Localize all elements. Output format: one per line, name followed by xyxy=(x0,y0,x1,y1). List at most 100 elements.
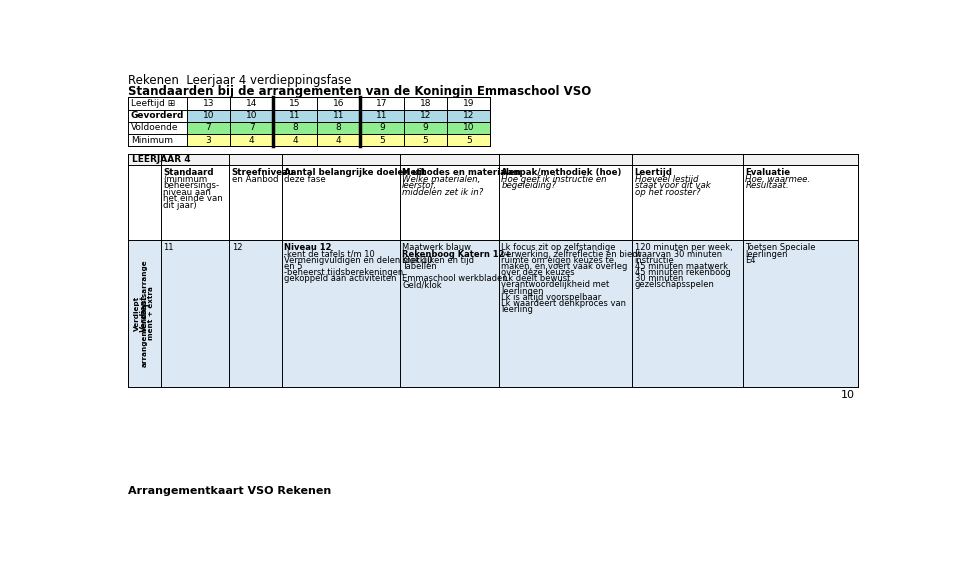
Text: -beheerst tijdsberekeningen: -beheerst tijdsberekeningen xyxy=(284,268,403,277)
Text: waarvan 30 minuten: waarvan 30 minuten xyxy=(635,250,722,259)
Text: Leeftijd ⊞: Leeftijd ⊞ xyxy=(131,99,175,108)
Text: Resultaat.: Resultaat. xyxy=(745,181,789,190)
Text: Lk waardeert denkproces van: Lk waardeert denkproces van xyxy=(501,299,626,308)
Bar xyxy=(230,134,274,147)
Bar xyxy=(360,109,403,122)
Text: leerling: leerling xyxy=(501,305,533,314)
Bar xyxy=(128,134,186,147)
Text: 7: 7 xyxy=(205,123,211,132)
Text: 13: 13 xyxy=(203,99,214,108)
Bar xyxy=(447,134,491,147)
Bar xyxy=(447,109,491,122)
Bar xyxy=(317,122,360,134)
Bar xyxy=(274,134,317,147)
Text: 9: 9 xyxy=(379,123,385,132)
Text: middelen zet ik in?: middelen zet ik in? xyxy=(402,188,484,196)
Bar xyxy=(230,122,274,134)
Bar xyxy=(186,122,230,134)
Text: 17: 17 xyxy=(376,99,388,108)
Text: Niveau 12: Niveau 12 xyxy=(284,243,332,252)
Text: 30 minuten: 30 minuten xyxy=(635,275,683,283)
Text: Rekenen  Leerjaar 4 verdieppingsfase: Rekenen Leerjaar 4 verdieppingsfase xyxy=(128,74,351,87)
Text: 3: 3 xyxy=(205,136,211,145)
Text: maken, en voert vaak overleg: maken, en voert vaak overleg xyxy=(501,262,628,271)
Bar xyxy=(317,134,360,147)
Text: Geld/klok: Geld/klok xyxy=(402,280,442,289)
Text: gekoppeld aan activiteiten: gekoppeld aan activiteiten xyxy=(284,275,396,283)
Text: leerlingen: leerlingen xyxy=(501,286,543,295)
Text: E4: E4 xyxy=(745,256,756,265)
Text: 12: 12 xyxy=(463,111,474,120)
Text: 45 minuten rekenboog: 45 minuten rekenboog xyxy=(635,268,731,277)
Bar xyxy=(230,109,274,122)
Text: Arrangementkaart VSO Rekenen: Arrangementkaart VSO Rekenen xyxy=(128,486,331,496)
Text: Evaluatie: Evaluatie xyxy=(745,168,790,177)
Text: Emmaschool werkbladen: Emmaschool werkbladen xyxy=(402,275,508,283)
Text: Tabellen: Tabellen xyxy=(402,262,437,271)
Text: 9: 9 xyxy=(422,123,428,132)
Bar xyxy=(317,109,360,122)
Text: Verdiept: Verdiept xyxy=(140,295,149,332)
Text: instructie: instructie xyxy=(635,256,674,265)
Text: Lk focus zit op zelfstandige: Lk focus zit op zelfstandige xyxy=(501,243,615,252)
Bar xyxy=(274,122,317,134)
Text: verantwoordelijkheid met: verantwoordelijkheid met xyxy=(501,280,610,289)
Text: 4: 4 xyxy=(249,136,254,145)
Text: deze fase: deze fase xyxy=(284,174,326,183)
Bar xyxy=(360,134,403,147)
Bar xyxy=(186,109,230,122)
Text: 4: 4 xyxy=(293,136,298,145)
Text: verwerking, zelfreflectie en biedt: verwerking, zelfreflectie en biedt xyxy=(501,250,641,259)
Bar xyxy=(128,165,858,241)
Text: (minimum: (minimum xyxy=(163,174,207,183)
Text: 7: 7 xyxy=(249,123,254,132)
Bar xyxy=(360,122,403,134)
Text: Methodes en materialen: Methodes en materialen xyxy=(402,168,521,177)
Text: over deze keuzes: over deze keuzes xyxy=(501,268,575,277)
Text: 11: 11 xyxy=(376,111,388,120)
Text: 12: 12 xyxy=(420,111,431,120)
Text: dit jaar): dit jaar) xyxy=(163,201,197,210)
Text: Gevorderd: Gevorderd xyxy=(131,111,184,120)
Bar xyxy=(128,97,491,147)
Text: leerlingen: leerlingen xyxy=(745,250,788,259)
Text: 8: 8 xyxy=(292,123,298,132)
Text: 11: 11 xyxy=(289,111,300,120)
Bar xyxy=(186,134,230,147)
Text: het einde van: het einde van xyxy=(163,194,223,203)
Text: Aanpak/methodiek (hoe): Aanpak/methodiek (hoe) xyxy=(501,168,622,177)
Text: 5: 5 xyxy=(466,136,471,145)
Text: Toetsen Speciale: Toetsen Speciale xyxy=(745,243,816,252)
Text: 5: 5 xyxy=(422,136,428,145)
Text: -kent de tafels t/m 10: -kent de tafels t/m 10 xyxy=(284,250,375,259)
Text: begeleiding?: begeleiding? xyxy=(501,181,556,190)
Text: 10: 10 xyxy=(463,123,474,132)
Text: 16: 16 xyxy=(333,99,345,108)
Bar xyxy=(128,109,186,122)
Text: Standaard: Standaard xyxy=(163,168,214,177)
Text: Leertijd: Leertijd xyxy=(635,168,672,177)
Text: Klokkijken en tijd: Klokkijken en tijd xyxy=(402,256,474,265)
Text: Lk deelt bewust: Lk deelt bewust xyxy=(501,275,570,283)
Text: en 5: en 5 xyxy=(284,262,302,271)
Text: 15: 15 xyxy=(289,99,300,108)
Text: 18: 18 xyxy=(420,99,431,108)
Text: 11: 11 xyxy=(163,243,174,252)
Text: 10: 10 xyxy=(246,111,257,120)
Text: 10: 10 xyxy=(841,390,854,400)
Text: leerstof,: leerstof, xyxy=(402,181,437,190)
Text: beheersings-: beheersings- xyxy=(163,181,220,190)
Text: 45 minuten maatwerk: 45 minuten maatwerk xyxy=(635,262,728,271)
Text: 12: 12 xyxy=(231,243,242,252)
Bar xyxy=(128,154,858,165)
Bar xyxy=(447,122,491,134)
Text: Welke materialen,: Welke materialen, xyxy=(402,174,480,183)
Text: niveau aan: niveau aan xyxy=(163,188,211,196)
Text: 4: 4 xyxy=(336,136,342,145)
Text: op het rooster?: op het rooster? xyxy=(635,188,700,196)
Bar xyxy=(403,122,447,134)
Text: Voldoende: Voldoende xyxy=(131,123,179,132)
Text: LEERJAAR 4: LEERJAAR 4 xyxy=(132,155,190,164)
Text: gezelschapsspelen: gezelschapsspelen xyxy=(635,280,714,289)
Text: 5: 5 xyxy=(379,136,385,145)
